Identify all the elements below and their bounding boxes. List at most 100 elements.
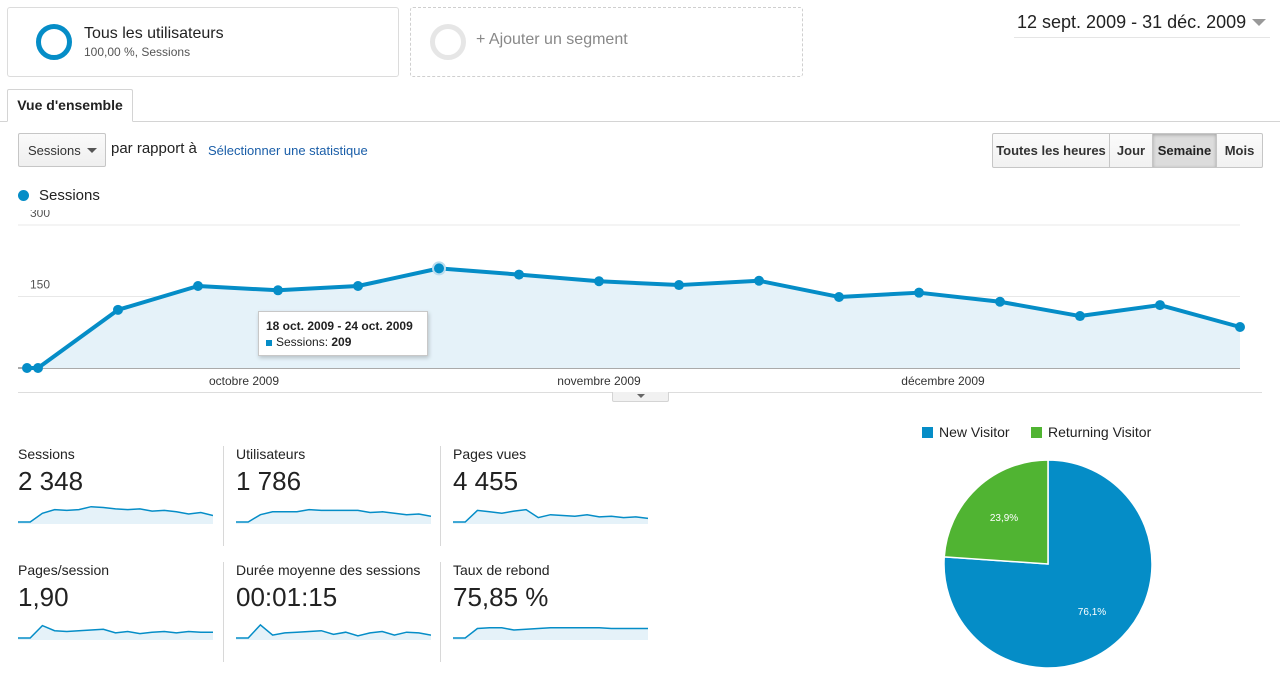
x-tick-label: décembre 2009 bbox=[901, 374, 985, 388]
tooltip-value-line: Sessions: 209 bbox=[276, 335, 351, 349]
legend-swatch-icon bbox=[1031, 427, 1042, 438]
sparkline bbox=[18, 624, 213, 640]
tooltip-label: Sessions: bbox=[276, 335, 329, 349]
date-range-text: 12 sept. 2009 - 31 déc. 2009 bbox=[1017, 12, 1247, 32]
sparkline-area bbox=[236, 509, 431, 524]
select-metric-link[interactable]: Sélectionner une statistique bbox=[208, 143, 368, 158]
sparkline bbox=[453, 627, 648, 640]
empty-ring-icon bbox=[430, 24, 466, 60]
sessions-point[interactable] bbox=[1075, 311, 1085, 322]
tooltip-range: 18 oct. 2009 - 24 oct. 2009 bbox=[266, 319, 413, 333]
add-segment-label: + Ajouter un segment bbox=[476, 31, 628, 48]
pie-legend-new-visitor: New Visitor bbox=[922, 424, 1010, 440]
sparkline bbox=[18, 505, 213, 524]
sparkline bbox=[236, 623, 431, 640]
sparkline-line bbox=[18, 624, 213, 639]
scorecard-value: 4 455 bbox=[453, 466, 519, 496]
sparkline bbox=[453, 508, 648, 524]
sessions-point[interactable] bbox=[193, 281, 203, 292]
sessions-point[interactable] bbox=[995, 296, 1005, 307]
sessions-point[interactable] bbox=[914, 287, 924, 298]
sparkline-area bbox=[18, 625, 213, 640]
sparkline-area bbox=[453, 509, 648, 524]
sessions-point[interactable] bbox=[432, 261, 446, 276]
sparkline-area bbox=[236, 624, 431, 640]
versus-label: par rapport à bbox=[111, 140, 197, 157]
month-button[interactable]: Mois bbox=[1216, 133, 1263, 168]
scorecard-label: Pages/session bbox=[18, 562, 110, 578]
visitor-type-pie-chart: 76,1% 23,9% bbox=[943, 459, 1153, 669]
segment-ring-icon bbox=[36, 24, 72, 60]
x-tick-label: novembre 2009 bbox=[557, 374, 641, 388]
granularity-buttons: Toutes les heures Jour Semaine Mois bbox=[992, 133, 1263, 168]
sparkline bbox=[236, 508, 431, 524]
date-range-picker[interactable]: 12 sept. 2009 - 31 déc. 2009 bbox=[1014, 12, 1270, 38]
tab-divider bbox=[0, 121, 1280, 122]
sparkline-line bbox=[453, 627, 648, 639]
sessions-point[interactable] bbox=[1155, 300, 1165, 311]
sessions-point[interactable] bbox=[834, 291, 844, 302]
sessions-line-chart: 300 150 octobre 2009 novembre 2009 décembre … bbox=[18, 210, 1245, 388]
scorecard-value: 00:01:15 bbox=[236, 582, 338, 612]
segment-all-users[interactable]: Tous les utilisateurs 100,00 %, Sessions bbox=[7, 7, 399, 77]
sparkline-line bbox=[236, 508, 431, 523]
scorecard-pageviews: Pages vues 4 455 bbox=[440, 446, 648, 546]
legend-swatch-icon bbox=[922, 427, 933, 438]
sessions-point[interactable] bbox=[353, 281, 363, 292]
scorecard-bounce-rate: Taux de rebond 75,85 % bbox=[440, 562, 648, 662]
sessions-point[interactable] bbox=[113, 304, 123, 315]
pie-legend-label: Returning Visitor bbox=[1048, 424, 1152, 440]
chevron-down-icon bbox=[87, 148, 97, 153]
y-tick-label: 150 bbox=[30, 278, 50, 292]
sparkline-line bbox=[18, 505, 213, 523]
tooltip-series-swatch bbox=[266, 340, 272, 346]
x-tick-label: octobre 2009 bbox=[209, 374, 279, 388]
week-button[interactable]: Semaine bbox=[1152, 133, 1217, 168]
segment-subtitle: 100,00 %, Sessions bbox=[84, 45, 191, 59]
sparkline-line bbox=[453, 508, 648, 523]
scorecard-label: Taux de rebond bbox=[453, 562, 550, 578]
sparkline-area bbox=[453, 627, 648, 640]
sessions-point[interactable] bbox=[1235, 322, 1245, 333]
scorecard-label: Pages vues bbox=[453, 446, 527, 462]
scorecard-value: 1,90 bbox=[18, 582, 69, 612]
pie-slice-label: 76,1% bbox=[1078, 607, 1106, 618]
sparkline-line bbox=[236, 623, 431, 639]
sessions-point[interactable] bbox=[273, 285, 283, 296]
y-tick-label: 300 bbox=[30, 210, 50, 220]
metric-select[interactable]: Sessions bbox=[18, 133, 106, 167]
sessions-point[interactable] bbox=[674, 280, 684, 291]
pie-slice[interactable] bbox=[943, 459, 1153, 669]
scorecard-label: Sessions bbox=[18, 446, 75, 462]
day-button[interactable]: Jour bbox=[1109, 133, 1153, 168]
scorecard-users: Utilisateurs 1 786 bbox=[223, 446, 431, 546]
sessions-point[interactable] bbox=[514, 269, 524, 280]
metric-select-value: Sessions bbox=[28, 143, 81, 158]
pie-legend-label: New Visitor bbox=[939, 424, 1010, 440]
scorecard-sessions: Sessions 2 348 bbox=[18, 446, 223, 546]
chart-tooltip: 18 oct. 2009 - 24 oct. 2009 Sessions: 20… bbox=[258, 311, 428, 356]
chart-legend-sessions: Sessions bbox=[39, 187, 100, 204]
tooltip-value: 209 bbox=[331, 335, 352, 349]
scorecard-pages-per-session: Pages/session 1,90 bbox=[18, 562, 223, 662]
add-segment-button[interactable]: + Ajouter un segment bbox=[410, 7, 803, 77]
sessions-point[interactable] bbox=[594, 276, 604, 287]
pie-slice-label: 23,9% bbox=[990, 513, 1018, 524]
sessions-point[interactable] bbox=[33, 363, 43, 373]
tab-overview[interactable]: Vue d'ensemble bbox=[7, 89, 133, 122]
sessions-point[interactable] bbox=[22, 363, 32, 373]
scorecard-value: 75,85 % bbox=[453, 582, 549, 612]
scorecard-value: 1 786 bbox=[236, 466, 302, 496]
scorecard-label: Utilisateurs bbox=[236, 446, 306, 462]
scorecard-value: 2 348 bbox=[18, 466, 84, 496]
chevron-down-icon bbox=[1252, 19, 1266, 26]
pie-slice[interactable] bbox=[943, 459, 1049, 565]
segment-title: Tous les utilisateurs bbox=[84, 25, 224, 42]
hourly-button[interactable]: Toutes les heures bbox=[992, 133, 1110, 168]
collapse-chart-handle[interactable] bbox=[612, 392, 669, 402]
legend-dot-icon bbox=[18, 190, 29, 201]
chevron-down-icon bbox=[637, 394, 645, 398]
sessions-point[interactable] bbox=[754, 275, 764, 286]
scorecard-avg-session-duration: Durée moyenne des sessions 00:01:15 bbox=[223, 562, 431, 662]
scorecard-label: Durée moyenne des sessions bbox=[236, 562, 421, 578]
